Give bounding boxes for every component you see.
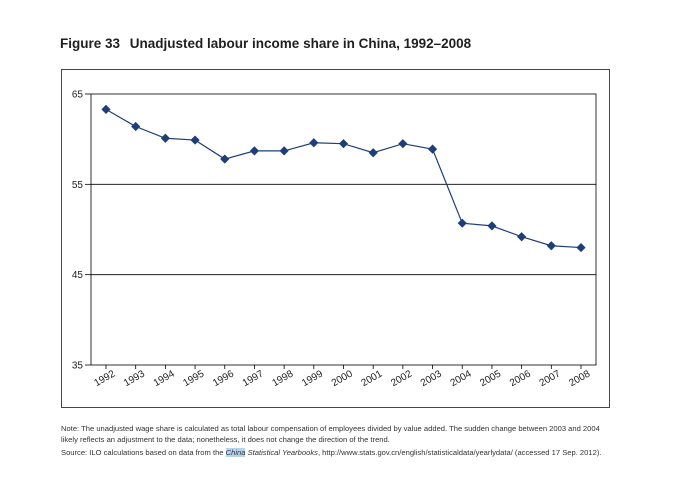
data-point-2000 [338, 139, 349, 149]
data-point-1995 [190, 135, 200, 145]
chart-frame [61, 69, 610, 408]
source-text: Source: ILO calculations based on data f… [61, 447, 613, 458]
data-point-1997 [249, 146, 260, 156]
x-tick-label-2003: 2003 [419, 368, 444, 389]
x-tick-label-1994: 1994 [152, 368, 177, 389]
data-point-2008 [576, 242, 586, 253]
x-tick-label-2008: 2008 [567, 368, 592, 389]
data-point-1994 [160, 133, 170, 143]
x-tick-label-1995: 1995 [181, 368, 206, 389]
x-tick-label-2006: 2006 [508, 368, 533, 389]
x-tick-label-1997: 1997 [241, 368, 266, 389]
figure-notes: Note: The unadjusted wage share is calcu… [61, 423, 613, 458]
y-tick-label-65: 65 [72, 90, 84, 101]
data-point-2001 [368, 148, 378, 158]
data-point-2004 [457, 218, 467, 228]
figure-title: Figure 33 Unadjusted labour income share… [60, 36, 471, 51]
axes [85, 93, 597, 369]
x-tick-label-2000: 2000 [330, 368, 355, 389]
x-tick-label-2004: 2004 [449, 368, 474, 389]
data-point-2007 [546, 241, 556, 251]
x-tick-label-1993: 1993 [122, 368, 147, 389]
data-point-2003 [427, 144, 438, 154]
x-tick-label-2005: 2005 [478, 368, 503, 389]
series [101, 104, 586, 253]
x-tick-label-2007: 2007 [538, 368, 563, 389]
data-point-2005 [487, 221, 497, 231]
tick-labels: 35 45 55 65 1992 1993 1994 1995 1996 1997 1998 1999… [72, 90, 593, 390]
figure-title-text: Unadjusted labour income share in China,… [129, 36, 472, 51]
y-tick-label-55: 55 [72, 180, 84, 191]
source-prefix: Source: ILO calculations based on data f… [61, 448, 226, 457]
x-tick-label-1992: 1992 [92, 368, 117, 389]
gridlines [91, 183, 596, 276]
data-point-2006 [517, 232, 527, 242]
series-line-0 [105, 108, 582, 249]
source-highlight: China [225, 448, 246, 457]
data-point-1993 [131, 121, 141, 132]
y-tick-label-45: 45 [72, 270, 84, 281]
note-text: Note: The unadjusted wage share is calcu… [61, 424, 600, 444]
figure-number: Figure 33 [60, 36, 121, 51]
plot-area [90, 93, 597, 366]
x-tick-label-2001: 2001 [360, 368, 385, 389]
source-italic: Statistical Yearbooks [245, 448, 318, 457]
data-point-1996 [220, 154, 230, 164]
data-point-1999 [309, 138, 319, 148]
x-tick-label-1998: 1998 [270, 368, 295, 389]
data-point-1992 [101, 104, 111, 114]
source-suffix: , http://www.stats.gov.cn/english/statis… [317, 448, 602, 457]
y-tick-label-35: 35 [72, 361, 84, 372]
x-tick-label-1999: 1999 [300, 368, 325, 389]
x-tick-label-1996: 1996 [211, 368, 236, 389]
data-point-1998 [279, 146, 289, 156]
data-point-2002 [398, 139, 408, 149]
x-tick-label-2002: 2002 [389, 368, 414, 389]
